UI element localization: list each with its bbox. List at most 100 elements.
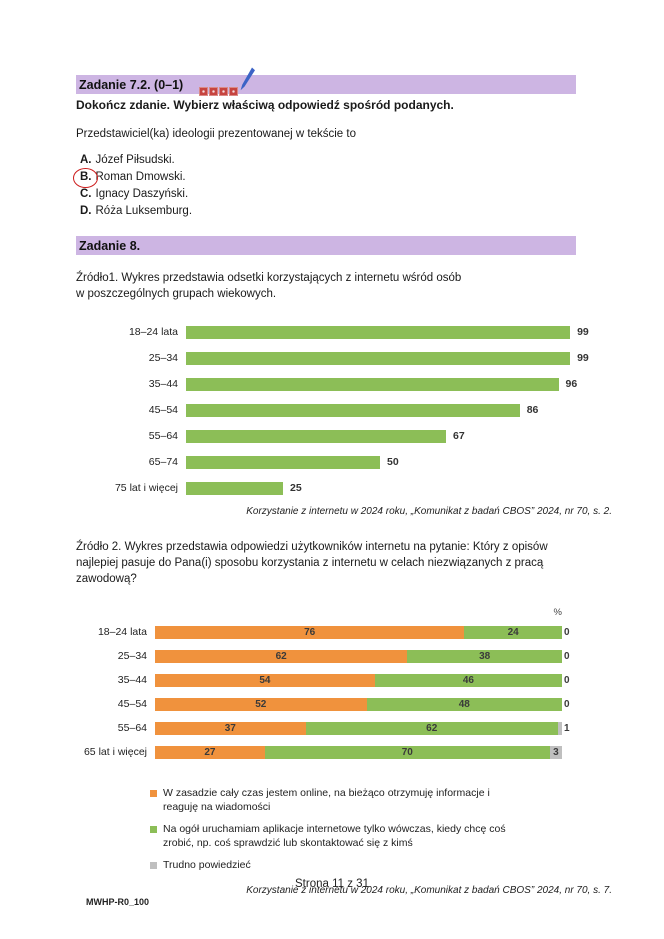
bar [186,351,571,365]
footer-code: MWHP-R0_100 [86,897,150,907]
source-1-description: Źródło1. Wykres przedstawia odsetki korz… [76,272,462,300]
legend-label: Trudno powiedzieć [163,859,251,871]
bar [186,455,380,469]
segment-value: 0 [564,674,570,686]
bar-value: 86 [526,404,539,416]
task-8-title: Zadanie 8. [79,238,141,253]
bar-segment: 46 [374,673,562,687]
difficulty-squares-icon [199,87,239,96]
chart-row: 75 lat i więcej 25 [76,475,598,501]
category-label: 55–64 [117,722,147,734]
stacked-bar: 52 48 [155,697,562,711]
bar-segment: 76 [155,625,465,639]
bar [186,403,520,417]
bar-segment: 62 [155,649,408,663]
bar-segment: 38 [407,649,562,663]
bar [186,429,446,443]
stacked-bar: 62 38 [155,649,562,663]
red-square-icon [209,87,219,96]
bar-segment: 37 [155,721,306,735]
category-label: 65 lat i więcej [83,746,147,758]
bar-value: 50 [387,456,399,468]
bar-segment: 27 [155,745,265,759]
category-label: 18–24 lata [97,626,147,638]
task-8-header: Zadanie 8. [76,236,576,255]
chart-row: 18–24 lata 99 [76,319,598,345]
option-text: Róża Luksemburg. [95,205,193,217]
stacked-bar: 37 62 [155,721,562,735]
bar-value: 99 [577,326,589,338]
bar [186,377,559,391]
chart-row: 45–54 86 [76,397,598,423]
bar-segment: 54 [155,673,375,687]
chart-internet-usage-by-age: 18–24 lata 99 25–34 99 35–44 96 45–54 86 55–64 67… [76,319,598,501]
red-square-icon [229,87,239,96]
task-instruction: Dokończ zdanie. Wybierz właściwą odpowie… [76,98,454,112]
chart-row: 35–44 96 [76,371,598,397]
legend-label: W zasadzie cały czas jestem online, na b… [163,787,490,813]
task-7-2-title: Zadanie 7.2. (0–1) [79,77,184,92]
chart-2-legend: W zasadzie cały czas jestem online, na b… [76,787,598,873]
chart-1-caption: Korzystanie z internetu w 2024 roku, „Ko… [246,506,612,517]
option-letter: D. [80,205,92,217]
bar-value: 96 [565,378,578,390]
bar [186,325,571,339]
bar-segment: 48 [366,697,562,711]
option-letter: C. [80,188,92,200]
option-text: Ignacy Daszyński. [95,188,189,200]
category-label: 45–54 [148,404,178,416]
legend-marker-icon [150,826,157,833]
stacked-bar: 54 46 [155,673,562,687]
category-label: 55–64 [148,430,178,442]
chart-row: 25–34 99 [76,345,598,371]
bar-segment [557,721,562,735]
chart-2-caption: Korzystanie z internetu w 2024 roku, „Ko… [246,884,612,896]
chart-row: 45–54 52 48 0 [76,692,598,716]
pen-icon [240,67,256,91]
question-stem: Przedstawiciel(ka) ideologii prezentowan… [76,128,356,140]
chart-usage-styles-by-age: % 18–24 lata 76 24 0 25–34 62 38 0 35–44 54 46 0 45–… [76,607,598,764]
bar-segment: 24 [464,625,562,639]
option-text: Józef Piłsudski. [95,154,175,166]
category-label: 75 lat i więcej [114,482,178,494]
option-letter: A. [80,154,92,166]
answer-options: A. Józef Piłsudski. B. Roman Dmowski. C. Ig… [73,152,598,220]
answer-option-c: C. Ignacy Daszyński. [76,186,598,203]
difficulty-and-pen-icons [199,67,256,96]
chart-row: 55–64 37 62 1 [76,716,598,740]
chart-row: 55–64 67 [76,423,598,449]
legend-item: Trudno powiedzieć [150,859,598,873]
answer-option-a: A. Józef Piłsudski. [76,152,598,169]
segment-value: 0 [564,698,570,710]
category-label: 18–24 lata [128,326,178,338]
category-label: 65–74 [148,456,178,468]
bar-value: 99 [577,352,589,364]
red-square-icon [219,87,229,96]
chart-2-unit-row: % [76,607,598,620]
segment-value: 1 [564,722,570,734]
task-7-2-header: Zadanie 7.2. (0–1) [76,67,576,96]
category-label: 25–34 [117,650,147,662]
source-2-description: Źródło 2. Wykres przedstawia odpowiedzi … [76,541,548,585]
stacked-bar: 76 24 [155,625,562,639]
legend-marker-icon [150,790,157,797]
page-number: Strona 11 z 31 [295,878,369,890]
legend-item: Na ogół uruchamiam aplikacje internetowe… [150,823,598,850]
category-label: 35–44 [148,378,178,390]
chart-row: 25–34 62 38 0 [76,644,598,668]
bar-segment: 62 [305,721,558,735]
option-letter: B. [80,171,92,183]
percent-axis-label: % [553,607,562,618]
chart-row: 18–24 lata 76 24 0 [76,620,598,644]
red-square-icon [199,87,209,96]
legend-label: Na ogół uruchamiam aplikacje internetowe… [163,823,506,849]
bar [186,481,283,495]
segment-value: 0 [564,626,570,638]
answer-option-b: B. Roman Dmowski. [73,167,598,188]
answer-option-d: D. Róża Luksemburg. [76,203,598,220]
bar-segment: 3 [549,745,562,759]
option-text: Roman Dmowski. [95,171,186,183]
bar-segment: 52 [155,697,367,711]
bar-segment: 70 [264,745,550,759]
